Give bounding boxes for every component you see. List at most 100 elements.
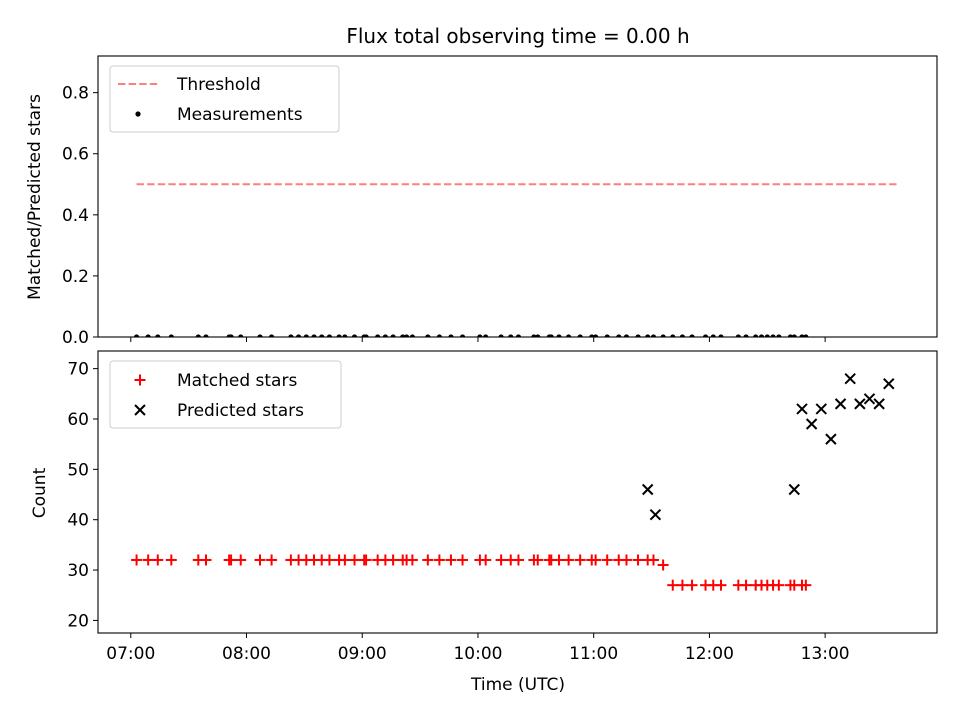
- legend-matched-swatch: [134, 374, 146, 386]
- predicted-star-point: [788, 483, 800, 496]
- predicted-star-point: [825, 433, 837, 445]
- bottom-y-axis-label: Count: [30, 467, 50, 518]
- predicted-star-point: [641, 483, 654, 496]
- x-tick-label: 09:00: [338, 644, 387, 664]
- matched-star-point: [254, 554, 266, 566]
- matched-star-point: [360, 554, 372, 566]
- measurement-point: [556, 334, 562, 337]
- predicted-star-point-b: [873, 398, 885, 410]
- bottom-y-tick-label: 30: [67, 561, 89, 581]
- measurement-point: [326, 334, 333, 337]
- legend-matched-label: Matched stars: [177, 371, 297, 391]
- matched-star-point: [667, 579, 679, 591]
- measurement-point: [195, 334, 201, 337]
- measurement-point: [535, 334, 541, 337]
- measurement-point: [295, 334, 302, 337]
- measurement-point: [758, 334, 765, 337]
- measurement-point: [735, 334, 741, 337]
- x-tick-label: 10:00: [453, 644, 502, 664]
- matched-star-point: [773, 579, 785, 591]
- measurement-point: [168, 334, 174, 337]
- measurement-point: [710, 334, 716, 337]
- measurement-point: [764, 334, 770, 337]
- matched-star-point: [553, 554, 565, 566]
- measurement-point: [670, 334, 676, 337]
- measurement-point: [336, 334, 342, 337]
- predicted-star-point-b: [641, 483, 654, 496]
- bottom-legend: Matched stars Predicted stars: [109, 360, 342, 429]
- top-y-axis-label: Matched/Predicted stars: [25, 94, 45, 300]
- bottom-y-tick-label: 60: [67, 410, 89, 430]
- measurement-point: [145, 334, 151, 337]
- measurement-point: [459, 334, 466, 337]
- top-y-tick-label: 0.6: [62, 145, 89, 165]
- measurement-point: [791, 334, 797, 337]
- predicted-star-point: [834, 398, 847, 410]
- matched-star-point: [225, 554, 237, 566]
- measurement-point: [288, 334, 294, 337]
- matched-star-point: [323, 554, 335, 566]
- predicted-star-point: [854, 398, 866, 410]
- matched-star-point: [715, 579, 727, 591]
- measurement-point: [508, 334, 514, 337]
- measurement-point: [477, 334, 483, 337]
- measurement-point: [483, 334, 489, 337]
- legend-predicted-swatch: [134, 404, 146, 416]
- measurement-point: [635, 334, 641, 337]
- measurement-point: [577, 334, 583, 337]
- predicted-star-point-b: [825, 433, 837, 445]
- top-plot-area: [133, 183, 897, 337]
- predicted-star-point-b: [844, 372, 856, 385]
- measurement-point: [319, 334, 325, 337]
- matched-star-point: [433, 554, 445, 566]
- top-y-tick-label: 0.0: [62, 328, 89, 348]
- x-tick-label: 08:00: [222, 644, 271, 664]
- predicted-star-point-b: [796, 403, 808, 415]
- matched-star-point: [200, 554, 212, 566]
- predicted-star-point: [873, 398, 885, 410]
- measurement-point: [604, 334, 610, 337]
- top-y-tick-label: 0.4: [62, 206, 89, 226]
- measurement-point: [679, 334, 686, 337]
- predicted-star-point-b: [854, 398, 866, 410]
- measurement-point: [342, 334, 348, 337]
- measurement-point: [498, 334, 504, 337]
- predicted-star-point-b: [863, 393, 876, 405]
- matched-star-point: [165, 554, 177, 566]
- measurement-point: [238, 334, 244, 337]
- measurement-point: [390, 334, 396, 337]
- predicted-star-point-b: [834, 398, 847, 410]
- bottom-y-tick-label: 20: [67, 611, 89, 631]
- matched-star-point: [657, 559, 669, 571]
- matched-star-point: [647, 554, 659, 566]
- measurement-point: [311, 334, 317, 337]
- legend-predicted-swatch-b: [134, 404, 146, 416]
- measurement-point: [702, 334, 709, 337]
- matched-star-point: [445, 554, 457, 566]
- measurement-point: [743, 334, 749, 337]
- predicted-star-point: [805, 418, 818, 430]
- matched-star-point: [152, 554, 164, 566]
- measurement-point: [133, 334, 140, 337]
- bottom-y-tick-label: 40: [67, 511, 89, 531]
- bottom-y-tick-label: 70: [67, 360, 89, 380]
- measurement-point: [403, 334, 410, 337]
- predicted-star-point-b: [788, 483, 800, 496]
- measurement-point: [776, 334, 782, 337]
- measurement-point: [436, 334, 442, 337]
- top-panel: 0.0 0.2 0.4 0.6 0.8 Threshold Measurements: [62, 55, 938, 348]
- x-tick-label: 13:00: [801, 644, 850, 664]
- x-tick-label: 07:00: [106, 644, 155, 664]
- predicted-star-point-b: [815, 403, 827, 415]
- measurement-point: [303, 334, 309, 337]
- matched-star-point: [235, 554, 247, 566]
- bottom-legend-box: [109, 360, 342, 429]
- predicted-star-point: [863, 393, 876, 405]
- measurement-point: [228, 334, 234, 337]
- measurement-point: [787, 334, 794, 337]
- measurement-point: [203, 334, 209, 337]
- matched-star-point: [266, 554, 278, 566]
- predicted-star-point-b: [649, 508, 662, 521]
- matched-star-point: [349, 554, 361, 566]
